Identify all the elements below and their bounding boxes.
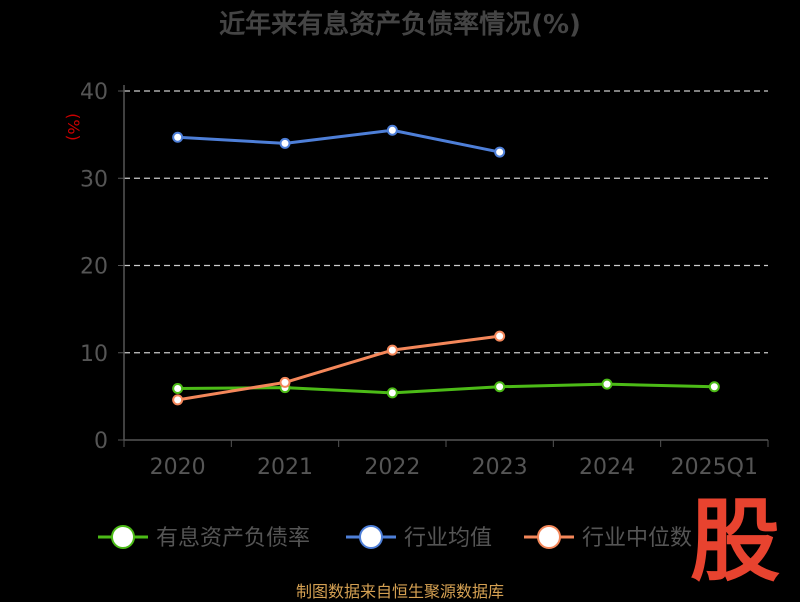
data-point xyxy=(386,387,398,399)
data-point xyxy=(601,378,613,390)
legend-label: 有息资产负债率 xyxy=(156,526,310,551)
series-line-2 xyxy=(177,128,500,154)
data-point xyxy=(172,131,184,143)
legend-marker xyxy=(111,525,135,549)
data-point xyxy=(494,146,506,158)
chart-title: 近年来有息资产负债率情况(%) xyxy=(219,10,581,40)
x-tick-label: 2023 xyxy=(472,455,528,480)
series-line-1 xyxy=(177,382,715,395)
y-axis-label: (%) xyxy=(64,113,83,141)
data-point xyxy=(172,383,184,395)
x-tick-label: 2025Q1 xyxy=(671,455,758,480)
y-tick-label: 10 xyxy=(80,342,108,367)
y-tick-label: 40 xyxy=(80,80,108,105)
data-point xyxy=(172,394,184,406)
data-point xyxy=(494,330,506,342)
x-tick-label: 2020 xyxy=(150,455,206,480)
data-point xyxy=(386,344,398,356)
y-tick-label: 20 xyxy=(80,255,108,280)
brand-logo: 股 xyxy=(690,489,780,594)
data-point xyxy=(386,124,398,136)
data-point xyxy=(279,376,291,388)
y-tick-label: 0 xyxy=(94,429,108,454)
data-point xyxy=(708,381,720,393)
data-point xyxy=(279,137,291,149)
source-note: 制图数据来自恒生聚源数据库 xyxy=(295,582,504,601)
legend-marker xyxy=(537,525,561,549)
data-point xyxy=(494,381,506,393)
x-tick-label: 2022 xyxy=(364,455,420,480)
x-tick-label: 2024 xyxy=(579,455,635,480)
x-tick-label: 2021 xyxy=(257,455,313,480)
legend-label: 行业均值 xyxy=(404,526,492,551)
y-tick-label: 30 xyxy=(80,167,108,192)
legend-label: 行业中位数 xyxy=(582,526,692,551)
series-line-3 xyxy=(177,334,500,402)
legend-marker xyxy=(359,525,383,549)
